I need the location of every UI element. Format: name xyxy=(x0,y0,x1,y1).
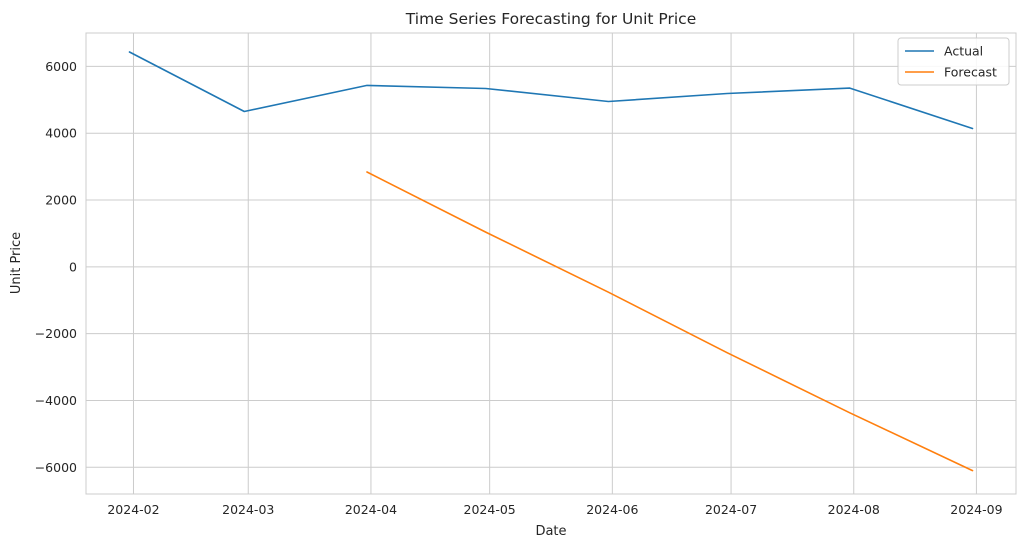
plot-area xyxy=(85,32,1017,495)
series-line-actual xyxy=(128,51,974,130)
tick-labels: 2024-02 2024-03 2024-04 2024-05 2024-06 2024-… xyxy=(35,59,1003,517)
x-tick-label: 2024-06 xyxy=(586,502,638,517)
series-layer xyxy=(128,51,974,472)
y-tick-label: −2000 xyxy=(35,326,77,341)
y-tick-label: −6000 xyxy=(35,460,77,475)
x-tick-label: 2024-05 xyxy=(464,502,516,517)
x-tick-label: 2024-07 xyxy=(705,502,757,517)
x-axis-label: Date xyxy=(535,524,566,539)
legend-label: Actual xyxy=(944,44,983,59)
chart-title: Time Series Forecasting for Unit Price xyxy=(405,10,696,28)
y-tick-label: 4000 xyxy=(45,126,77,141)
series-line-forecast xyxy=(366,171,974,472)
x-tick-label: 2024-03 xyxy=(222,502,274,517)
legend-box xyxy=(897,37,1010,86)
y-tick-label: 6000 xyxy=(45,59,77,74)
x-tick-label: 2024-02 xyxy=(107,502,159,517)
legend-label: Forecast xyxy=(944,65,997,80)
y-tick-label: 0 xyxy=(69,259,77,274)
y-tick-label: −4000 xyxy=(35,393,77,408)
x-tick-label: 2024-08 xyxy=(828,502,880,517)
x-tick-label: 2024-04 xyxy=(345,502,397,517)
legend: Actual Forecast xyxy=(897,37,1010,86)
x-tick-label: 2024-09 xyxy=(950,502,1002,517)
grid xyxy=(86,33,1016,494)
y-axis-label: Unit Price xyxy=(9,232,24,294)
y-tick-label: 2000 xyxy=(45,193,77,208)
